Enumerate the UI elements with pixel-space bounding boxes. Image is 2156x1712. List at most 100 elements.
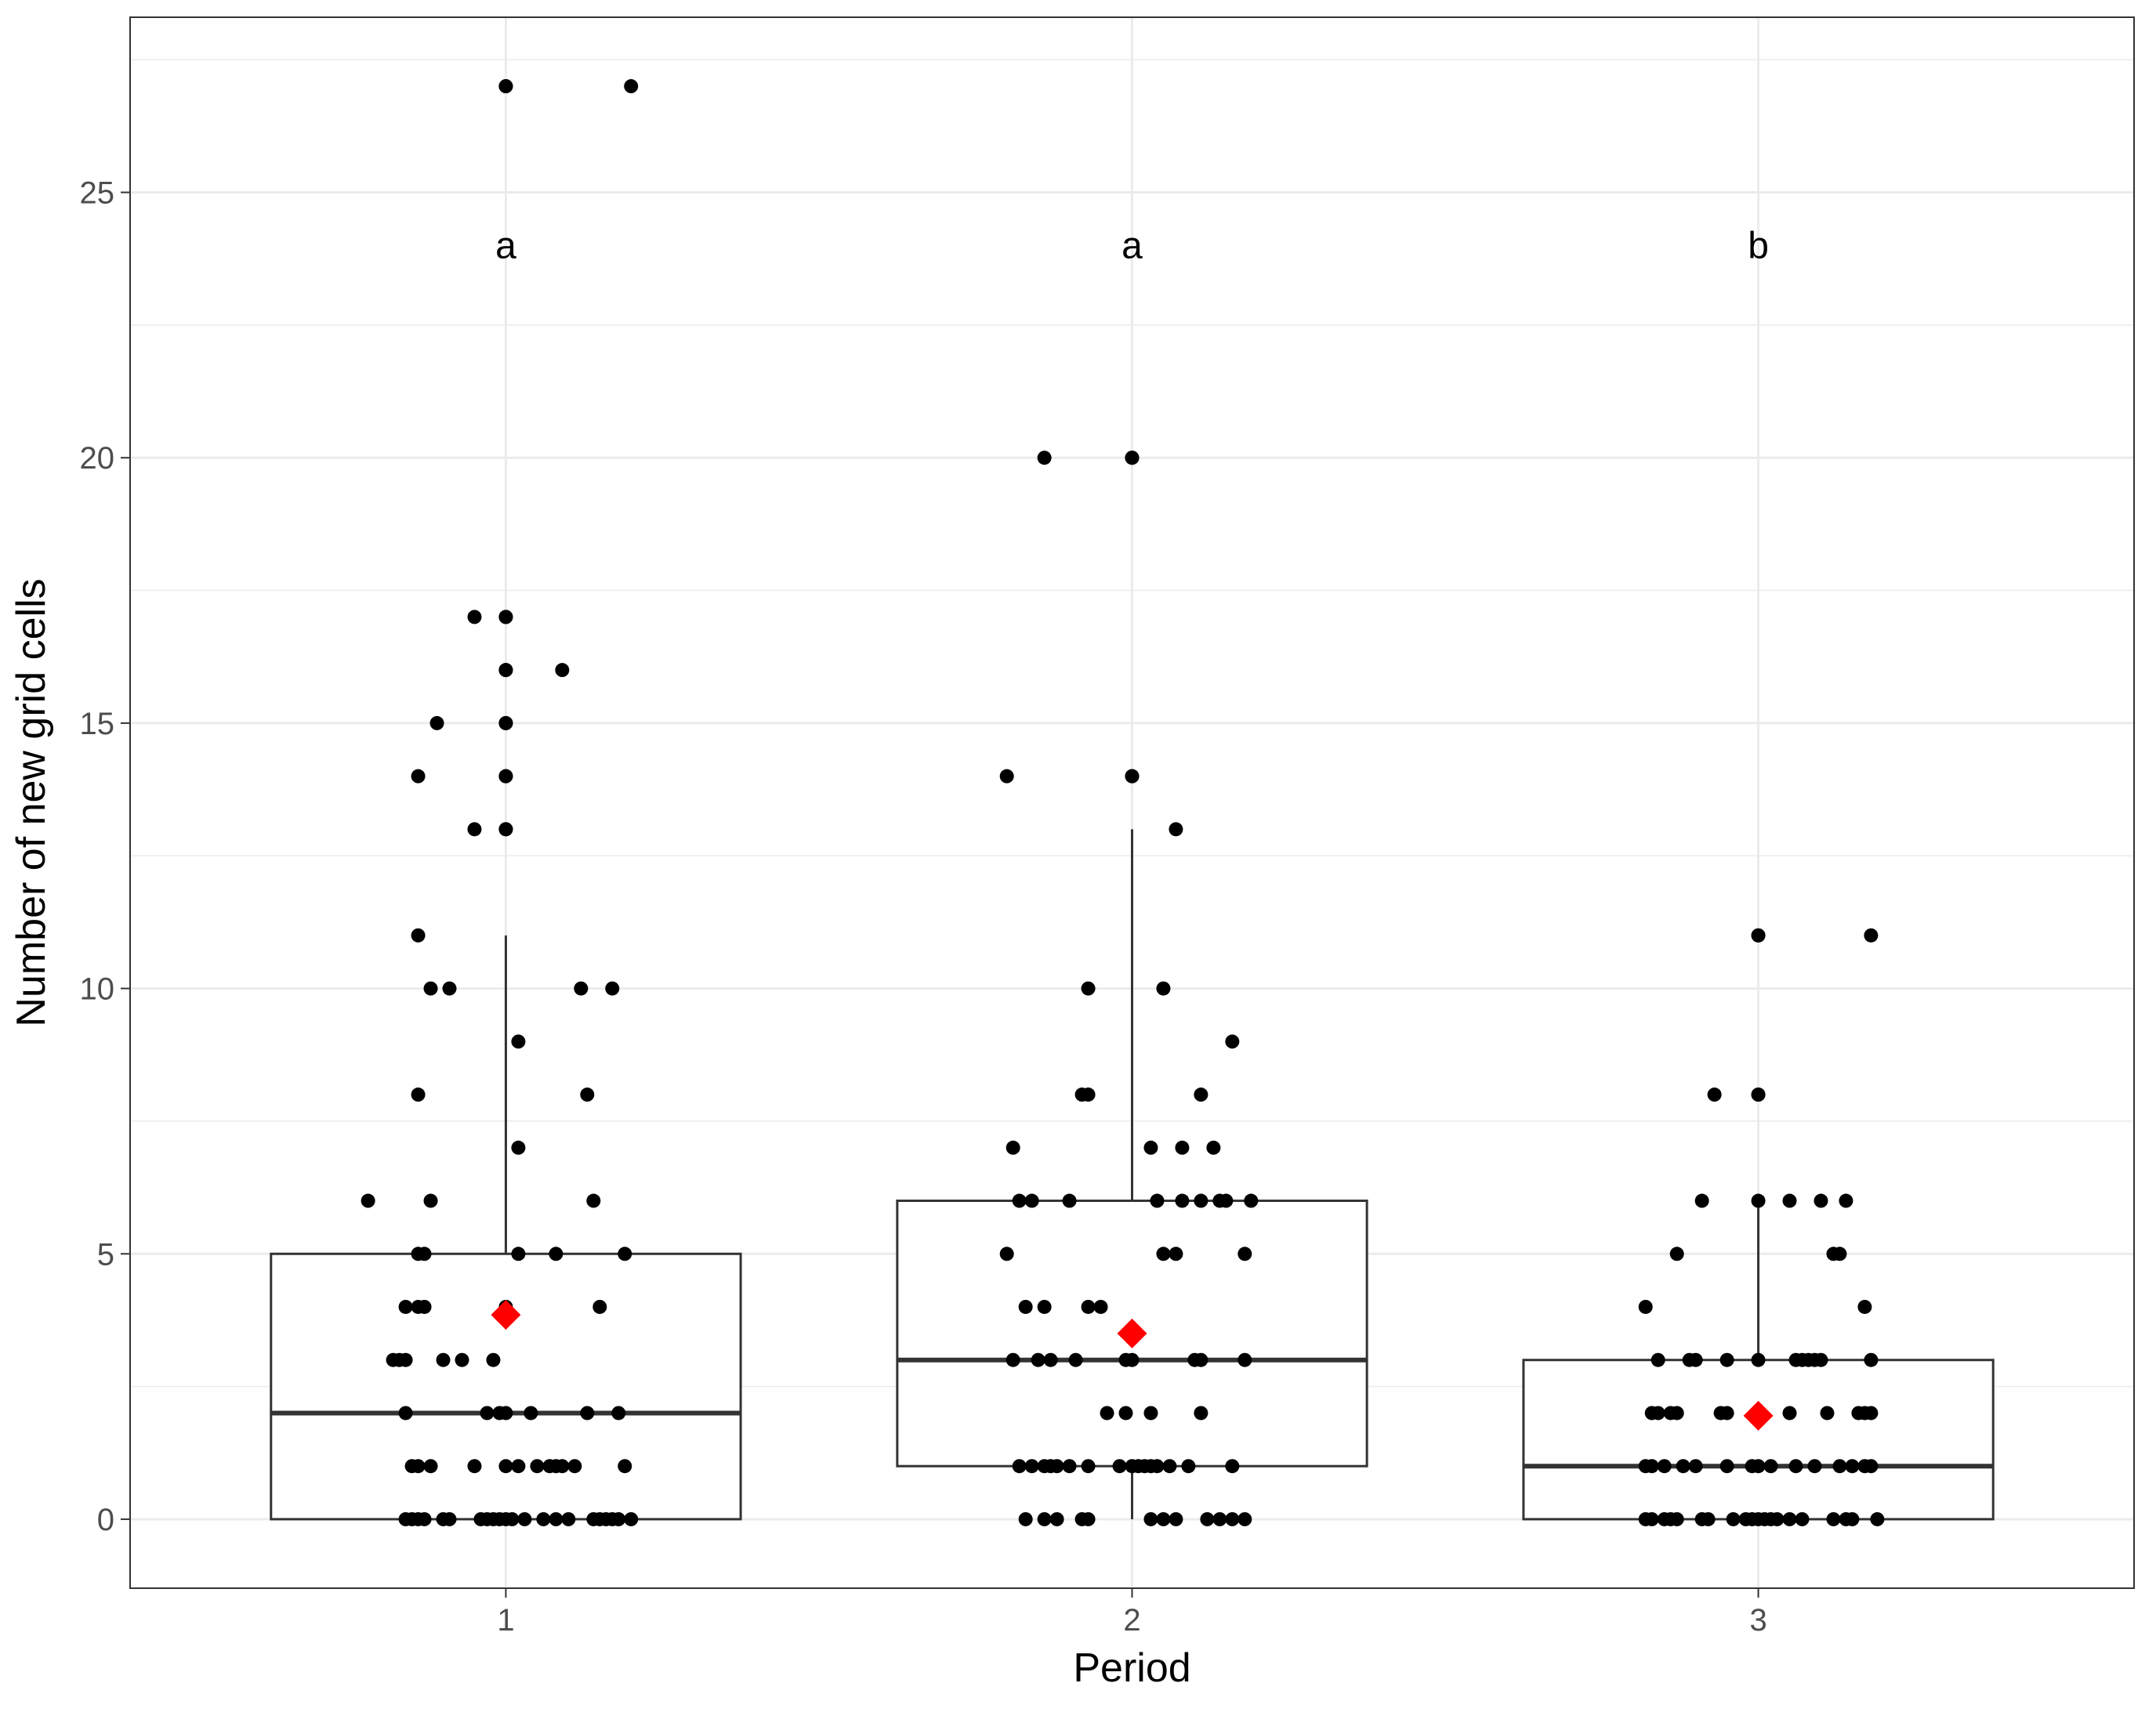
data-point <box>1068 1352 1083 1367</box>
data-point <box>1244 1193 1259 1208</box>
data-point <box>1125 769 1140 784</box>
data-point <box>511 1459 526 1474</box>
data-point <box>1807 1459 1822 1474</box>
data-point <box>1751 1088 1766 1102</box>
data-point <box>1644 1459 1659 1474</box>
data-point <box>1719 1459 1734 1474</box>
data-point <box>999 769 1014 784</box>
data-point <box>1156 1247 1171 1261</box>
data-point <box>1194 1193 1208 1208</box>
data-point <box>1864 1459 1879 1474</box>
data-point <box>1018 1299 1033 1314</box>
data-point <box>511 1140 526 1155</box>
y-tick-label: 5 <box>97 1237 114 1272</box>
y-axis: 0 5 10 15 20 25 <box>80 176 130 1537</box>
data-point <box>567 1459 582 1474</box>
data-point <box>1169 1511 1183 1526</box>
data-point <box>1006 1352 1020 1367</box>
data-point <box>1125 451 1140 465</box>
data-point <box>1225 1034 1240 1049</box>
mean-marker-layer <box>491 1300 1774 1431</box>
data-point <box>1150 1193 1165 1208</box>
data-point <box>999 1247 1014 1261</box>
data-point <box>549 1511 563 1526</box>
data-point <box>555 1459 570 1474</box>
box-body <box>1522 1359 1995 1521</box>
data-point <box>624 1511 639 1526</box>
data-point <box>467 1459 482 1474</box>
data-point <box>1857 1299 1872 1314</box>
data-point <box>1062 1459 1077 1474</box>
data-point <box>1782 1511 1797 1526</box>
data-point <box>505 1511 520 1526</box>
data-point <box>580 1406 595 1421</box>
data-point <box>561 1511 576 1526</box>
data-point <box>436 1352 451 1367</box>
mean-marker <box>1117 1318 1147 1348</box>
y-tick-label: 15 <box>80 707 115 741</box>
data-point <box>1751 928 1766 943</box>
data-point <box>574 981 589 996</box>
data-point <box>618 1247 632 1261</box>
data-point <box>1864 1352 1879 1367</box>
data-point <box>1169 1247 1183 1261</box>
data-point <box>467 822 482 837</box>
data-point <box>498 822 513 837</box>
data-point <box>1719 1352 1734 1367</box>
data-point <box>1788 1459 1803 1474</box>
data-point <box>411 928 426 943</box>
data-point <box>1081 1088 1096 1102</box>
mean-marker <box>1743 1400 1774 1431</box>
data-point <box>1845 1459 1860 1474</box>
data-point <box>1644 1511 1659 1526</box>
data-point <box>398 1299 413 1314</box>
data-point <box>1870 1511 1885 1526</box>
data-point <box>417 1299 432 1314</box>
data-point <box>1763 1459 1778 1474</box>
data-point <box>1719 1406 1734 1421</box>
data-point <box>1864 928 1879 943</box>
data-point <box>1081 981 1096 996</box>
data-point <box>417 1247 432 1261</box>
data-point <box>1219 1193 1234 1208</box>
data-point <box>1018 1511 1033 1526</box>
data-point <box>1206 1140 1221 1155</box>
data-point <box>1669 1406 1684 1421</box>
data-point <box>1225 1511 1240 1526</box>
data-point <box>1118 1406 1133 1421</box>
data-point <box>1237 1352 1252 1367</box>
data-point <box>1181 1459 1196 1474</box>
data-point <box>1143 1406 1158 1421</box>
data-point <box>1726 1511 1741 1526</box>
data-point <box>442 1511 457 1526</box>
data-point <box>1820 1406 1835 1421</box>
data-point <box>1112 1459 1127 1474</box>
x-tick-label: 3 <box>1749 1603 1766 1638</box>
data-point <box>1194 1352 1208 1367</box>
data-point <box>1751 1193 1766 1208</box>
data-point <box>1024 1193 1039 1208</box>
data-point <box>1143 1140 1158 1155</box>
data-point <box>1225 1459 1240 1474</box>
data-point <box>1037 451 1052 465</box>
data-point <box>1081 1459 1096 1474</box>
significance-letter: a <box>1121 225 1143 266</box>
data-point <box>498 715 513 730</box>
data-point <box>498 769 513 784</box>
data-point <box>498 1459 513 1474</box>
data-point <box>498 79 513 94</box>
x-axis-title: Period <box>1073 1645 1190 1691</box>
data-point <box>1864 1406 1879 1421</box>
data-point <box>1156 1511 1171 1526</box>
data-point <box>1707 1088 1722 1102</box>
data-point <box>1093 1299 1108 1314</box>
data-point <box>624 79 639 94</box>
data-point <box>1688 1459 1703 1474</box>
data-point <box>511 1247 526 1261</box>
data-point <box>417 1511 432 1526</box>
box-layer <box>270 79 1995 1521</box>
data-point <box>411 1088 426 1102</box>
data-point <box>1212 1511 1227 1526</box>
